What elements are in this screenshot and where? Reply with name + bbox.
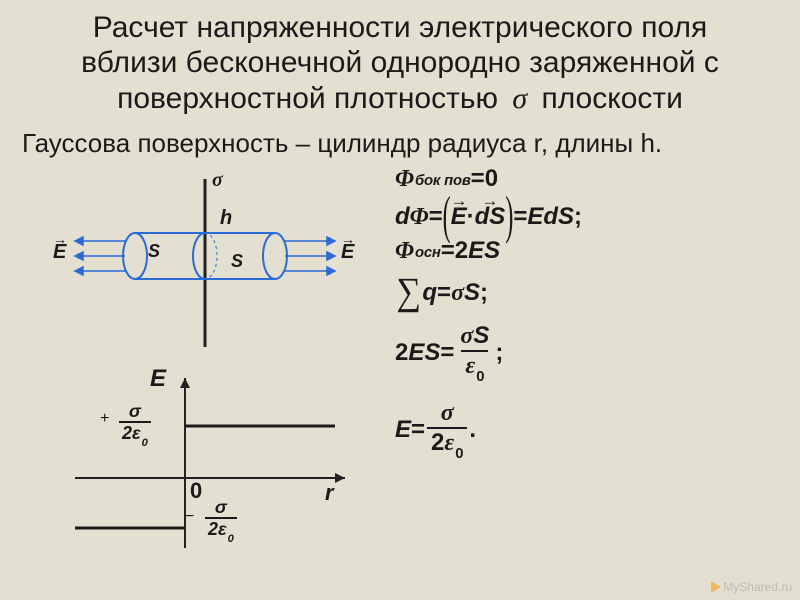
content-area: σ h E E S S E r 0	[0, 163, 800, 593]
slide-title: Расчет напряженности электрического поля…	[0, 0, 800, 122]
slide: Расчет напряженности электрического поля…	[0, 0, 800, 600]
formula-dphi: d Φ = ( E · dS ) = EdS ;	[395, 205, 785, 229]
diagram-sigma-label: σ	[212, 169, 223, 192]
watermark-play-icon	[711, 581, 721, 593]
diagram-s-right-label: S	[231, 251, 243, 272]
graph-positive-level-label: σ 2ε0	[119, 402, 151, 447]
title-line-3-pre: поверхностной плотностью	[117, 82, 498, 115]
watermark: MyShared.ru	[711, 580, 792, 594]
graph-plus-sign: +	[100, 410, 109, 428]
diagram-e-left-label: E	[53, 241, 66, 264]
frac-den-2: 2ε0	[205, 517, 237, 543]
frac-den: 2ε0	[119, 421, 151, 447]
formula-result-E: E = σ 2ε0 .	[395, 401, 785, 460]
graph-origin-label: 0	[190, 478, 202, 504]
title-sigma-symbol: σ	[506, 82, 533, 115]
subtitle: Гауссова поверхность – цилиндр радиуса r…	[0, 122, 800, 163]
frac-num-sigma: σ	[129, 402, 141, 420]
diagram-e-right-label: E	[341, 241, 354, 264]
frac-sigmaS-eps0: σS ε0	[456, 324, 493, 383]
frac-num-sigma-2: σ	[215, 498, 227, 516]
gaussian-cylinder-diagram: σ h E E S S	[35, 171, 375, 351]
title-line-3-post: плоскости	[541, 82, 682, 115]
graph-r-axis-label: r	[325, 480, 334, 506]
frac-sigma-2eps0: σ 2ε0	[427, 401, 467, 460]
formula-gauss-law: 2ES = σS ε0 ;	[395, 324, 785, 383]
title-line-1: Расчет напряженности электрического поля	[93, 11, 708, 44]
diagram-svg	[35, 171, 375, 351]
formula-sum-q: ∑ q = σS ;	[395, 277, 785, 308]
diagram-s-left-label: S	[148, 241, 160, 262]
graph-e-axis-label: E	[150, 365, 166, 393]
diagram-h-label: h	[220, 207, 232, 230]
field-vs-r-graph: E r 0 + σ 2ε0 − σ 2ε0	[45, 368, 375, 558]
graph-negative-level-label: σ 2ε0	[205, 498, 237, 543]
formulas-column: Φ бок пов = 0 d Φ = ( E · dS ) = EdS ;	[395, 163, 785, 573]
formula-flux-side: Φ бок пов = 0	[395, 167, 785, 191]
watermark-text: MyShared.ru	[723, 580, 792, 594]
graph-minus-sign: −	[185, 508, 194, 526]
formula-flux-base: Φ осн = 2ES	[395, 239, 785, 263]
title-line-2: вблизи бесконечной однородно заряженной …	[81, 46, 719, 79]
